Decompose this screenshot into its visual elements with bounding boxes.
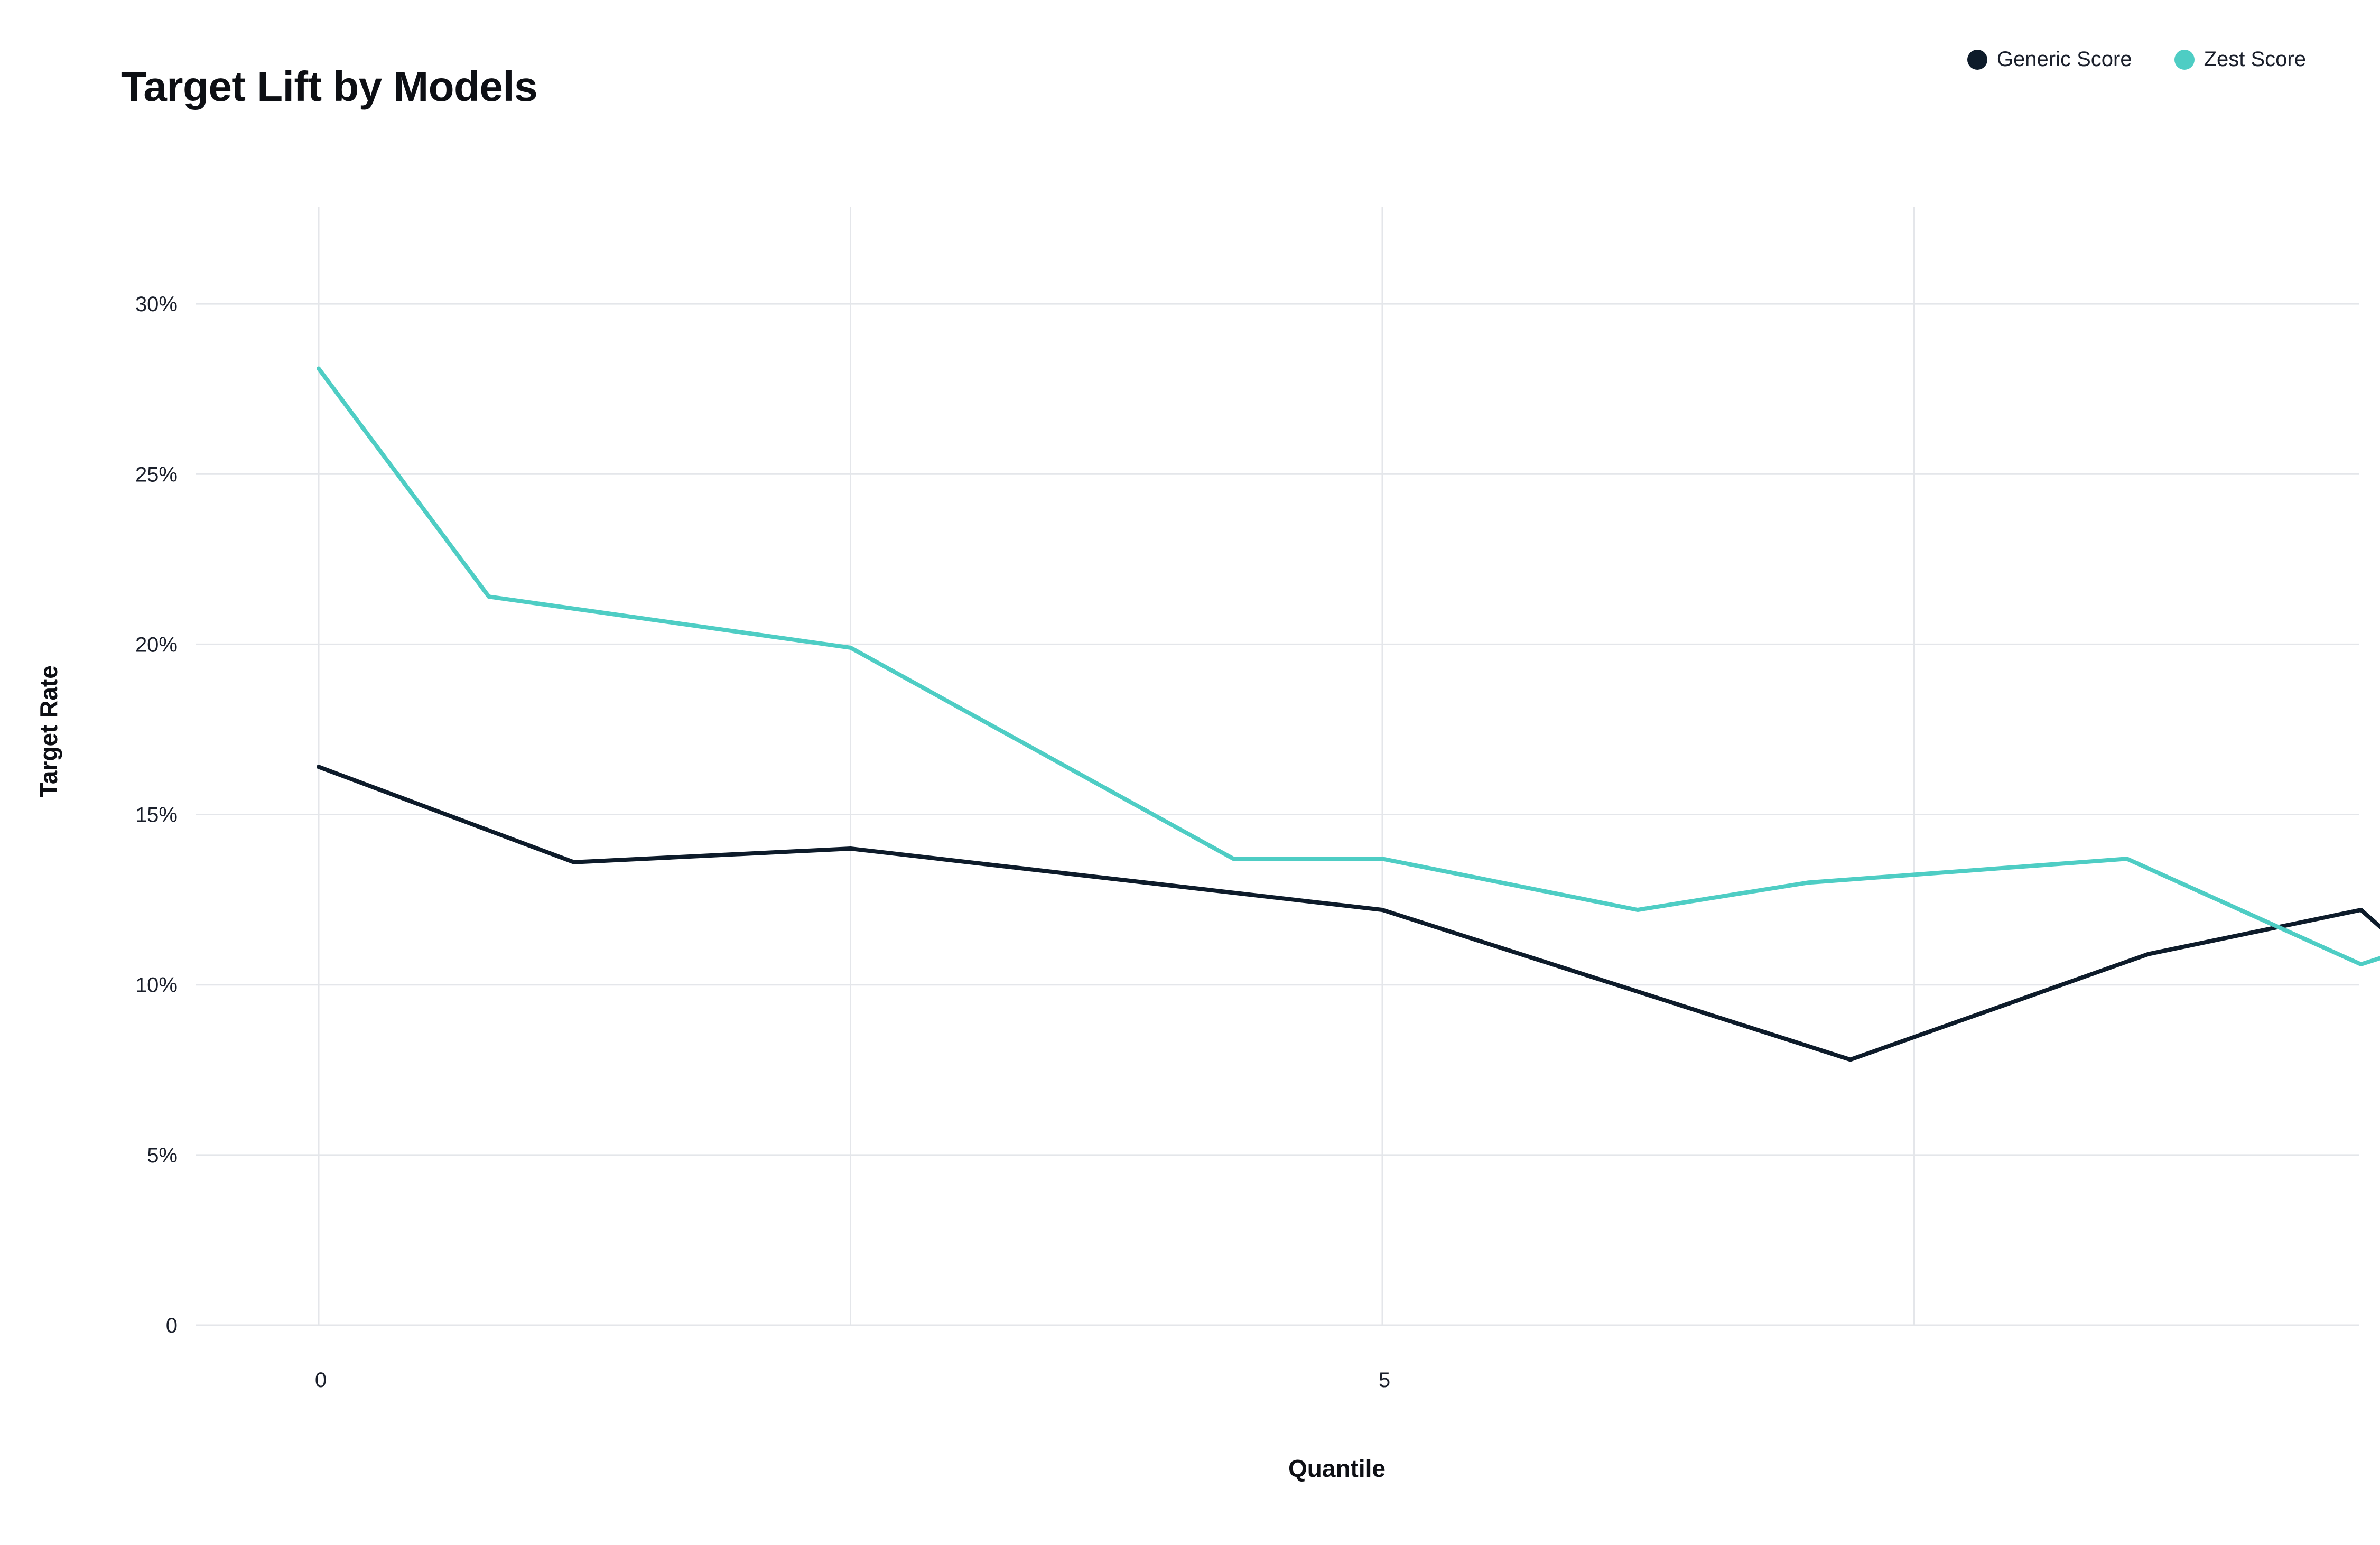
- legend-swatch-zest-score: [2174, 49, 2195, 70]
- legend-label-zest-score: Zest Score: [2204, 48, 2306, 71]
- series-line-generic-score[interactable]: [317, 765, 2380, 1161]
- y-axis-label: Target Rate: [35, 665, 62, 797]
- y-tick-label: 25%: [135, 463, 178, 486]
- legend-item-generic-score[interactable]: Generic Score: [1967, 48, 2132, 71]
- x-tick-label: 0: [315, 1369, 327, 1392]
- legend-swatch-generic-score: [1967, 49, 1987, 70]
- y-tick-label: 10%: [135, 974, 178, 997]
- y-tick-label: 5%: [147, 1144, 178, 1167]
- series-layer: [317, 366, 2380, 1326]
- x-axis-label: Quantile: [1288, 1455, 1386, 1482]
- y-tick-label: 20%: [135, 633, 178, 656]
- y-tick-label: 30%: [135, 293, 178, 316]
- legend-label-generic-score: Generic Score: [1996, 48, 2132, 71]
- x-tick-label: 5: [1379, 1369, 1390, 1392]
- y-axis-ticks: 0 5% 10% 15% 20% 25% 30%: [135, 293, 178, 1337]
- y-tick-label: 0: [166, 1314, 178, 1337]
- y-tick-label: 15%: [135, 804, 178, 827]
- chart-title: Target Lift by Models: [121, 63, 538, 110]
- legend-item-zest-score[interactable]: Zest Score: [2174, 48, 2306, 71]
- series-line-zest-score[interactable]: [317, 366, 2380, 1326]
- chart-legend: Generic Score Zest Score: [1967, 48, 2306, 71]
- x-axis-ticks: 05101520: [315, 1369, 1390, 1392]
- grid: [196, 207, 2359, 1326]
